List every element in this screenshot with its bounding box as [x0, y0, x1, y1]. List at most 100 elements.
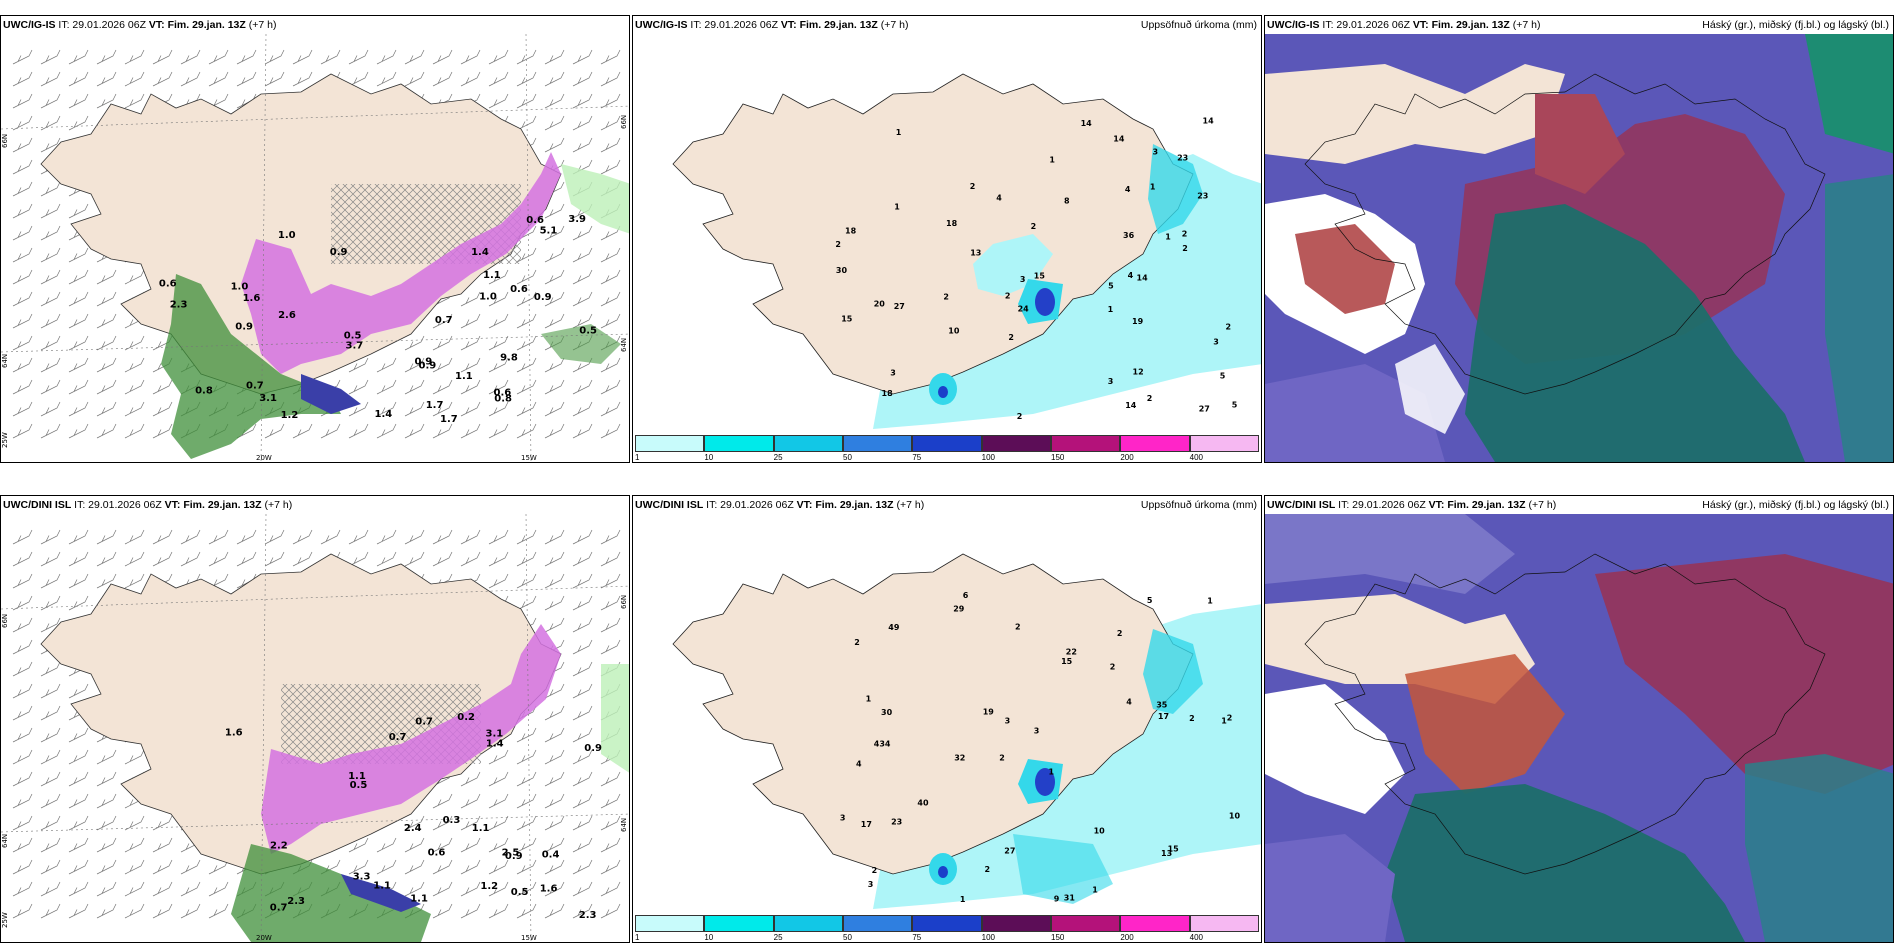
wind-barb [96, 771, 117, 787]
panel-title: UWC/DINI ISL IT: 29.01.2026 06Z VT: Fim.… [1267, 499, 1557, 511]
wind-barb [264, 551, 285, 567]
precip-value-label: 0.7 [246, 381, 264, 392]
wind-barb [208, 881, 229, 897]
wind-barb [40, 93, 61, 109]
wind-barb [544, 313, 565, 329]
wind-barb [460, 881, 481, 897]
wind-barb [600, 793, 621, 809]
wind-barb [516, 93, 537, 109]
wind-barb [488, 401, 509, 417]
precip-amount-label: 17 [861, 820, 872, 829]
wind-barb [600, 357, 621, 373]
wind-barb [292, 551, 313, 567]
precip-value-label: 0.9 [415, 357, 433, 368]
wind-barb [460, 291, 481, 307]
wind-barb [12, 815, 33, 831]
wind-barb [544, 247, 565, 263]
cloud-title: Háský (gr.), miðský (fj.bl.) og lágský (… [1702, 499, 1889, 511]
precip-amount-label: 15 [1034, 271, 1046, 280]
wind-barb [628, 173, 629, 174]
wind-barb [460, 837, 481, 853]
wind-barb [600, 93, 621, 109]
wind-barb [628, 151, 629, 152]
wind-barb [488, 379, 509, 395]
wind-barb [68, 837, 89, 853]
wind-barb [264, 529, 285, 545]
wind-barb [124, 859, 145, 875]
precip-value-label: 0.8 [195, 386, 213, 397]
panel-title: UWC/DINI ISL IT: 29.01.2026 06Z VT: Fim.… [3, 499, 293, 511]
wind-barb [404, 401, 425, 417]
precip-amount-label: 2 [1008, 333, 1014, 342]
wind-barb [376, 423, 397, 439]
wind-barb [460, 71, 481, 87]
precip-amount-label: 3 [1153, 147, 1159, 156]
wind-barb [68, 881, 89, 897]
wind-barb [12, 115, 33, 131]
precip-value-label: 0.6 [510, 284, 528, 295]
wind-barb [572, 137, 593, 153]
wind-barb [516, 269, 537, 285]
wind-barb [12, 335, 33, 351]
precip-value-label: 2.4 [404, 823, 422, 834]
precip-value-label: 0.6 [159, 279, 177, 290]
wind-barb [544, 727, 565, 743]
wind-barb [432, 401, 453, 417]
wind-barb [40, 683, 61, 699]
wind-barb [152, 529, 173, 545]
lat-label: 66N [620, 115, 628, 129]
wind-barb [264, 71, 285, 87]
precip-value-label: 3.3 [353, 871, 371, 882]
lat-label: 66N [1, 614, 9, 628]
wind-barb [600, 573, 621, 589]
wind-barb [96, 313, 117, 329]
wind-barb [544, 903, 565, 919]
wind-barb [376, 859, 397, 875]
wind-barb [68, 815, 89, 831]
colorbar-tick-label: 50 [843, 453, 852, 462]
wind-barb [40, 71, 61, 87]
wind-barb [572, 291, 593, 307]
wind-barb [572, 815, 593, 831]
wind-barb [12, 137, 33, 153]
wind-barb [180, 881, 201, 897]
precip-amount-label: 5 [1220, 371, 1226, 380]
precip-amount-label: 1 [896, 128, 902, 137]
wind-barb [516, 291, 537, 307]
precip-value-label: 0.5 [579, 325, 597, 336]
wind-barb [544, 793, 565, 809]
precip-amount-label: 2 [1182, 229, 1188, 238]
wind-barb [404, 815, 425, 831]
colorbar-swatch [912, 915, 982, 932]
wind-barb [628, 741, 629, 742]
colorbar-tick-label: 100 [981, 453, 996, 462]
wind-barb [12, 595, 33, 611]
wind-barb [572, 661, 593, 677]
wind-barb [432, 313, 453, 329]
panel-title: UWC/IG-IS IT: 29.01.2026 06Z VT: Fim. 29… [635, 19, 909, 31]
wind-barb [544, 357, 565, 373]
precip-amount-label: 10 [948, 326, 960, 335]
precip-amount-label: 13 [1161, 849, 1172, 858]
precip-value-label: 0.3 [443, 815, 461, 826]
wind-barb [600, 379, 621, 395]
wind-barb [124, 573, 145, 589]
wind-barb [40, 203, 61, 219]
wind-barb [40, 705, 61, 721]
wind-barb [68, 203, 89, 219]
wind-barb [96, 335, 117, 351]
precip-value-label: 9.8 [500, 353, 518, 364]
precip-amount-label: 4 [1125, 185, 1131, 194]
wind-barb [152, 49, 173, 65]
wind-barb [40, 573, 61, 589]
wind-barb [488, 313, 509, 329]
wind-barb [12, 247, 33, 263]
colorbar-swatch [981, 435, 1051, 452]
model-label: UWC/IG-IS [3, 19, 56, 31]
wind-barb [40, 551, 61, 567]
wind-barb [376, 837, 397, 853]
wind-barb [152, 423, 173, 439]
wind-barb [432, 49, 453, 65]
wind-barb [40, 423, 61, 439]
precip-amount-label: 3 [1213, 337, 1219, 346]
